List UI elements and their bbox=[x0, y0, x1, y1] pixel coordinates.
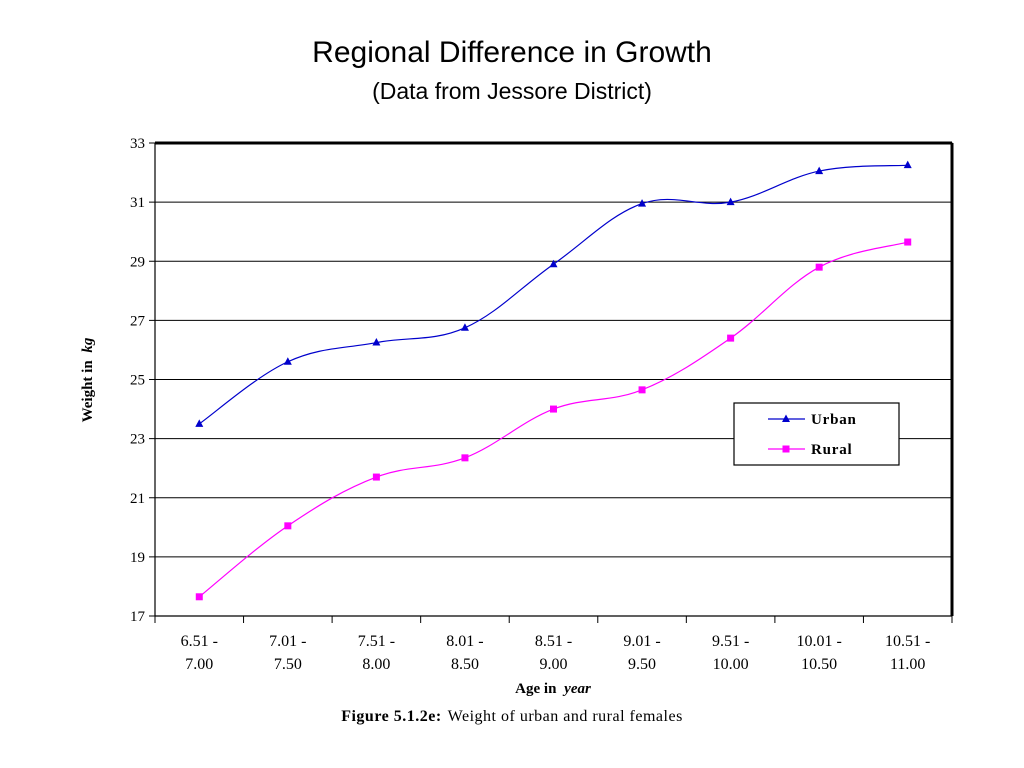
x-tick-label-line1: 9.01 - bbox=[623, 633, 660, 650]
slide-subtitle: (Data from Jessore District) bbox=[372, 78, 652, 104]
y-tick-label: 23 bbox=[130, 432, 145, 448]
x-axis-label-prefix: Age in bbox=[515, 681, 557, 697]
data-point-rural bbox=[904, 238, 912, 246]
y-tick-label: 27 bbox=[130, 313, 146, 329]
y-axis-label-unit: kg bbox=[80, 337, 96, 353]
series-lines bbox=[195, 160, 912, 601]
data-point-urban bbox=[283, 357, 292, 365]
x-tick-label-line1: 7.01 - bbox=[269, 633, 306, 650]
y-tick-label: 29 bbox=[130, 254, 145, 270]
y-axis-label: Weight in kg bbox=[80, 337, 96, 422]
data-point-rural bbox=[727, 334, 735, 342]
y-tick-label: 19 bbox=[130, 550, 145, 566]
x-axis-label: Age in year bbox=[515, 681, 591, 697]
data-point-rural bbox=[638, 386, 646, 394]
data-point-rural bbox=[195, 593, 203, 601]
x-tick-label-line1: 6.51 - bbox=[181, 633, 218, 650]
x-tick-label-line2: 9.00 bbox=[540, 656, 568, 673]
data-point-rural bbox=[550, 405, 557, 413]
data-point-rural bbox=[372, 473, 380, 481]
data-point-urban bbox=[372, 338, 381, 346]
figure-caption-label: Figure 5.1.2e: bbox=[341, 708, 442, 725]
x-axis-label-unit: year bbox=[562, 681, 591, 697]
x-tick-label-line2: 10.50 bbox=[801, 656, 837, 673]
y-tick-label: 31 bbox=[130, 195, 145, 211]
x-tick-label-line2: 9.50 bbox=[628, 656, 656, 673]
y-tick-label: 17 bbox=[130, 609, 146, 625]
x-tick-label-line2: 7.00 bbox=[185, 656, 213, 673]
x-tick-labels: 6.51 - 7.00 7.01 - 7.50 7.51 - 8.00 8.01 - 8.50… bbox=[181, 633, 931, 673]
data-point-rural bbox=[461, 454, 469, 462]
data-point-urban bbox=[638, 199, 647, 207]
y-tick-label: 33 bbox=[130, 136, 145, 152]
y-tick-label: 25 bbox=[130, 373, 145, 389]
data-point-urban bbox=[195, 419, 204, 427]
x-tick-label-line2: 11.00 bbox=[890, 656, 925, 673]
x-tick-label-line1: 8.51 - bbox=[535, 633, 572, 650]
x-tick-label-line2: 10.00 bbox=[713, 656, 749, 673]
legend: Urban Rural bbox=[733, 402, 900, 466]
legend-label-rural: Rural bbox=[811, 442, 853, 458]
slide-title: Regional Difference in Growth bbox=[312, 36, 712, 69]
y-tick-label: 21 bbox=[130, 491, 145, 507]
legend-label-urban: Urban bbox=[811, 412, 857, 428]
data-point-urban bbox=[460, 323, 469, 331]
data-point-urban bbox=[726, 197, 735, 206]
data-point-urban bbox=[815, 166, 824, 175]
data-point-rural bbox=[284, 522, 292, 530]
x-tick-label-line1: 8.01 - bbox=[446, 633, 483, 650]
figure-caption-text: Weight of urban and rural females bbox=[447, 708, 683, 725]
data-point-urban bbox=[903, 160, 912, 169]
series-line-urban bbox=[198, 164, 908, 425]
x-tick-label-line1: 10.51 - bbox=[885, 633, 930, 650]
legend-box bbox=[733, 402, 900, 466]
x-tick-label-line1: 7.51 - bbox=[358, 633, 395, 650]
x-tick-label-line2: 8.50 bbox=[451, 656, 479, 673]
series-urban bbox=[195, 160, 912, 427]
x-tick-label-line2: 7.50 bbox=[274, 656, 302, 673]
x-tick-label-line1: 10.01 - bbox=[797, 633, 842, 650]
legend-marker-rural bbox=[782, 445, 790, 453]
x-tick-label-line1: 9.51 - bbox=[712, 633, 749, 650]
y-axis-label-prefix: Weight in bbox=[80, 360, 96, 423]
line-chart: 17 19 21 23 25 27 29 31 33 6.51 - 7.00 7.01 - 7.50 7… bbox=[80, 136, 954, 697]
legend-marker-urban bbox=[782, 414, 790, 422]
data-point-rural bbox=[815, 263, 823, 271]
x-tick-label-line2: 8.00 bbox=[362, 656, 390, 673]
series-rural bbox=[195, 238, 912, 601]
figure-caption: Figure 5.1.2e: Weight of urban and rural … bbox=[0, 708, 1024, 726]
y-tick-labels: 17 19 21 23 25 27 29 31 33 bbox=[130, 136, 146, 625]
axes bbox=[149, 141, 954, 623]
grid-lines bbox=[155, 201, 952, 558]
data-point-urban bbox=[549, 259, 558, 268]
